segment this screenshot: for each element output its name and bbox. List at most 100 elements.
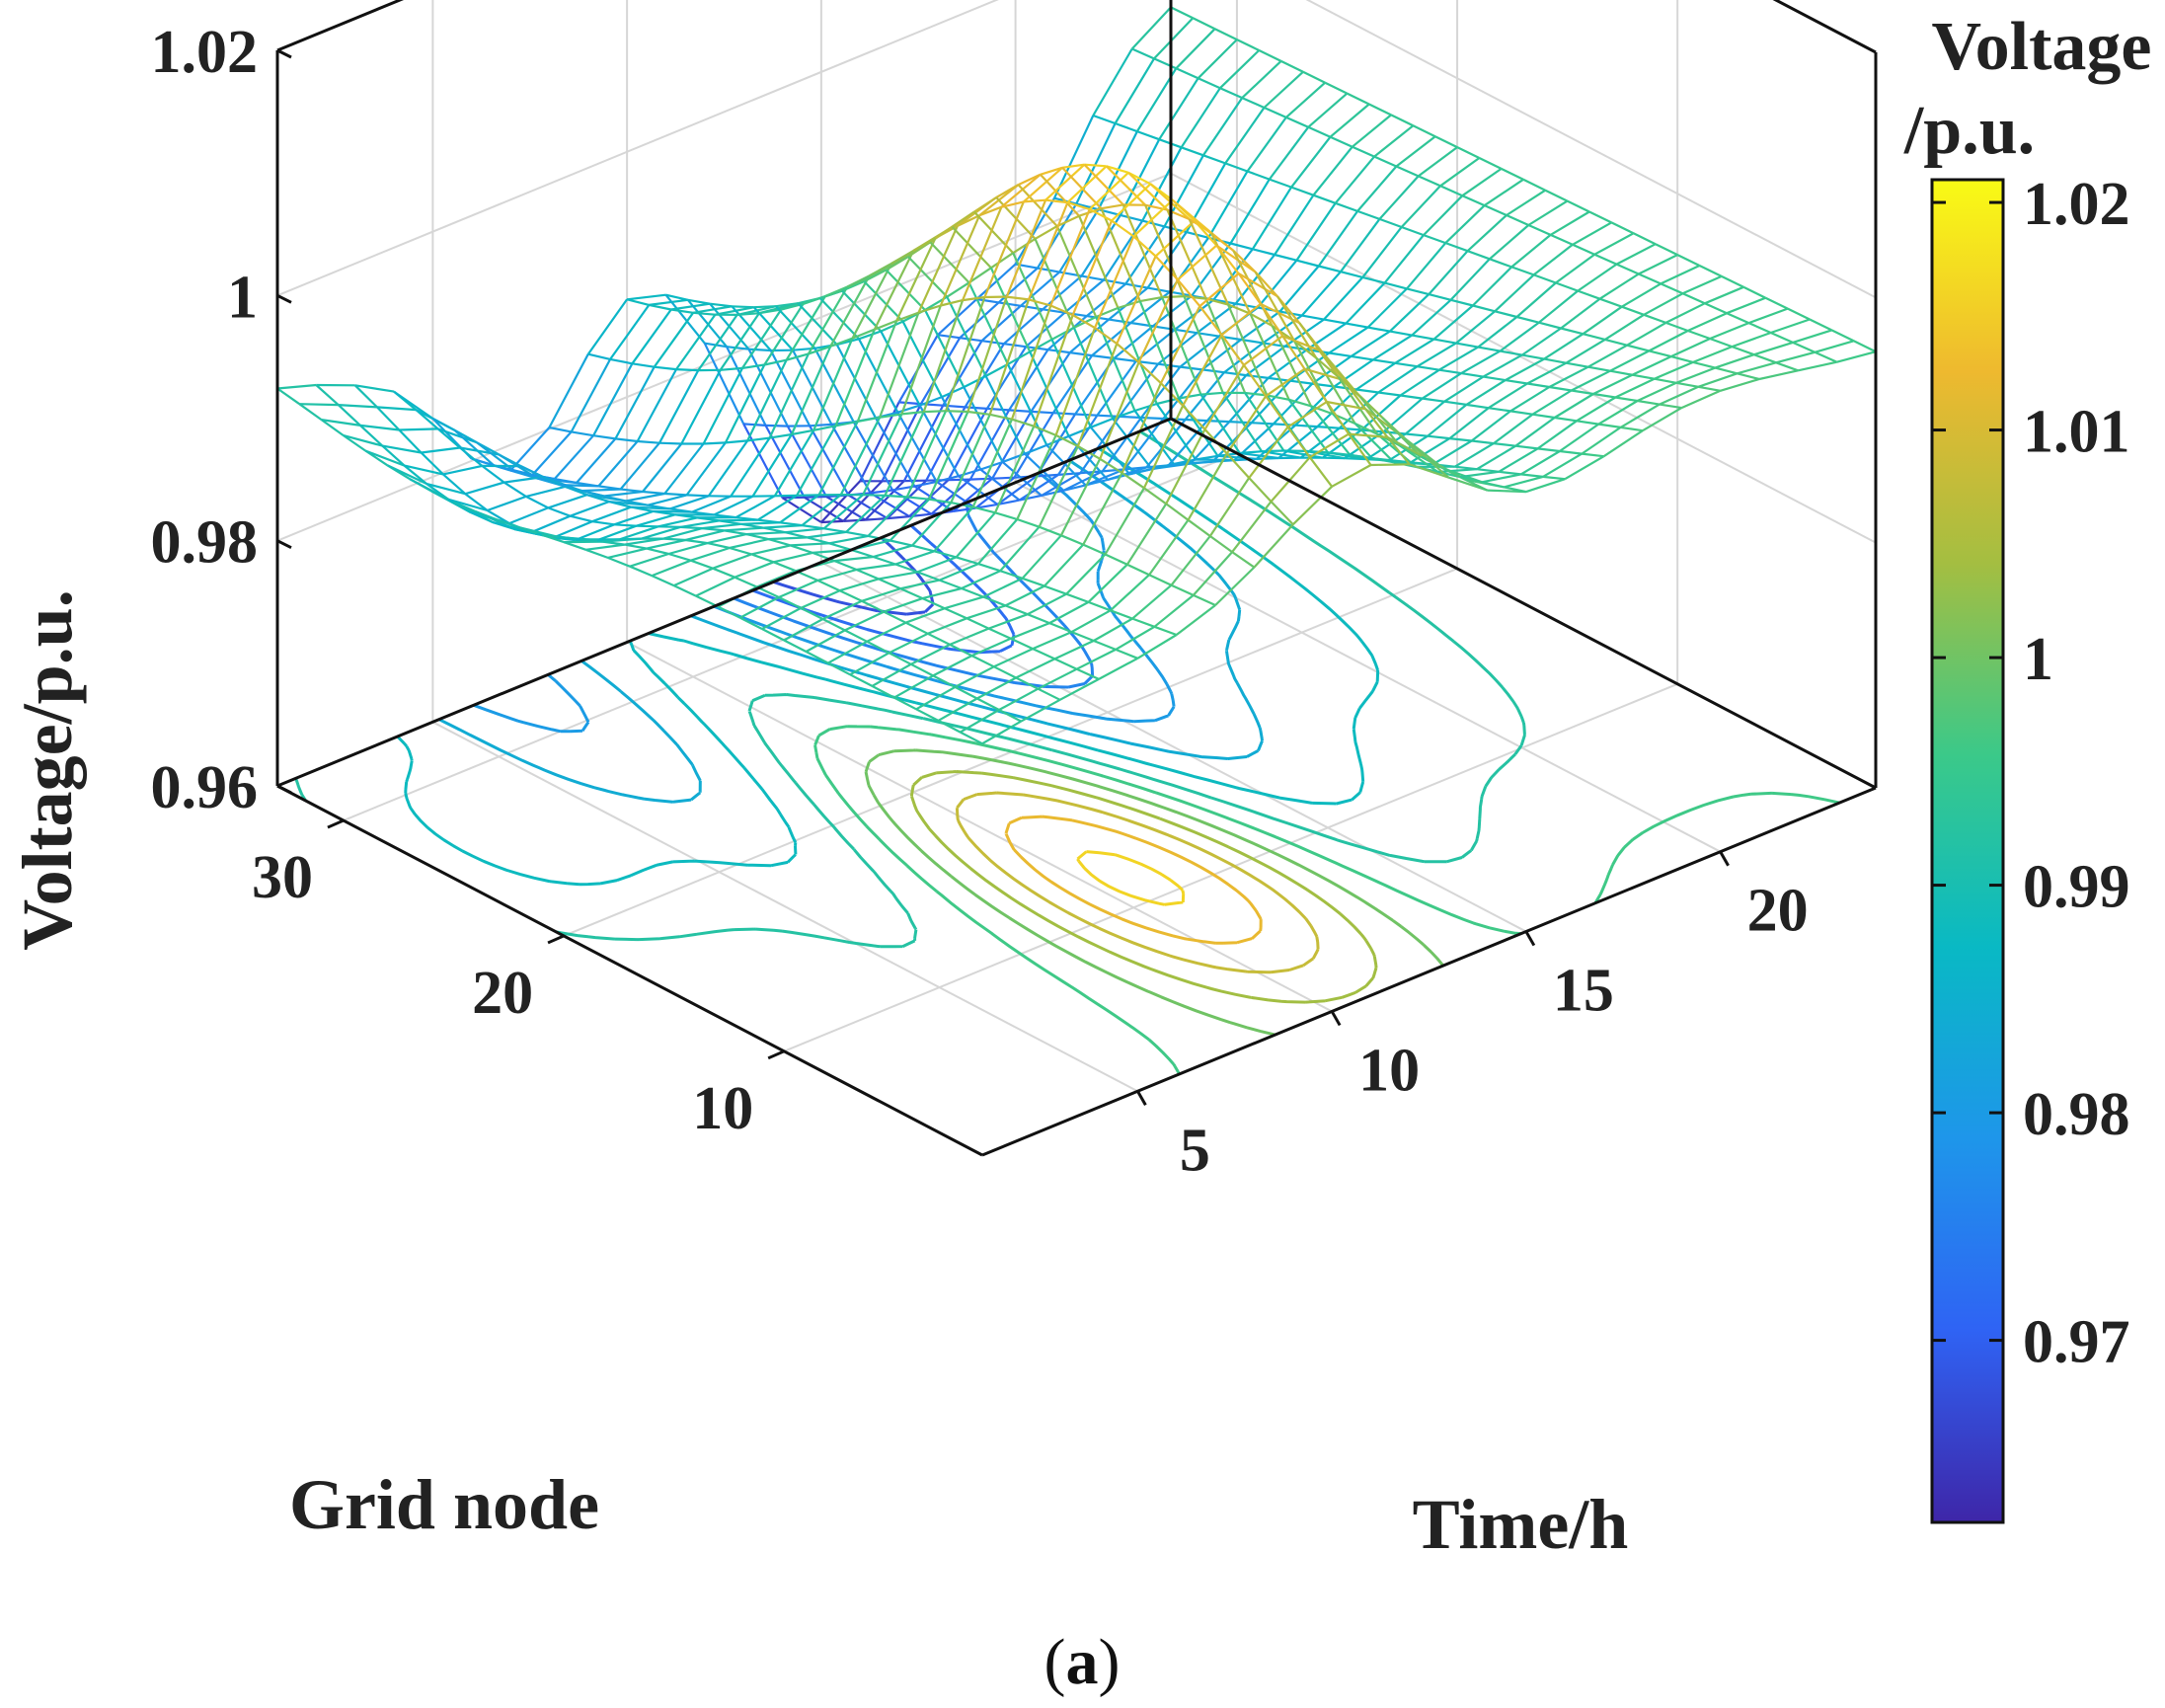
surface-mesh-segment	[1499, 321, 1540, 352]
surface-mesh-segment	[1383, 430, 1406, 435]
surface-mesh-segment	[1056, 214, 1080, 228]
surface-mesh-segment	[821, 618, 846, 632]
surface-mesh-segment	[1598, 272, 1640, 300]
surface-mesh-segment	[797, 494, 819, 497]
contour-line	[1076, 850, 1186, 906]
surface-mesh-segment	[875, 417, 916, 488]
surface-mesh-segment	[1582, 305, 1623, 336]
y-tick-mark	[547, 934, 565, 945]
surface-mesh-segment	[1081, 274, 1105, 281]
surface-mesh-segment	[899, 579, 940, 590]
y-tick-label: 30	[252, 844, 313, 911]
surface-mesh-segment	[775, 305, 816, 349]
surface-mesh-segment	[1660, 282, 1683, 295]
surface-mesh-segment	[321, 419, 361, 427]
surface-mesh-segment	[1290, 186, 1314, 196]
figure-caption: (a)	[1044, 1626, 1121, 1698]
surface-mesh-segment	[1381, 417, 1423, 458]
surface-mesh-segment	[1449, 437, 1472, 442]
surface-mesh-segment	[1055, 433, 1079, 447]
surface-mesh-segment	[709, 302, 733, 308]
surface-mesh-segment	[959, 301, 1000, 340]
surface-mesh-segment	[746, 359, 788, 441]
surface-mesh-segment	[673, 567, 714, 587]
surface-mesh-segment	[813, 348, 855, 423]
surface-mesh-segment	[863, 280, 904, 323]
surface-mesh-segment	[982, 595, 1006, 607]
surface-mesh-segment	[1304, 367, 1345, 382]
surface-mesh-segment	[1352, 114, 1392, 148]
surface-mesh-segment	[1665, 321, 1689, 333]
surface-mesh-segment	[1254, 271, 1278, 297]
surface-mesh-segment	[1119, 415, 1142, 420]
axes-box	[275, 0, 1878, 1157]
surface-mesh-segment	[1588, 210, 1612, 224]
surface-mesh-segment	[1538, 321, 1562, 330]
surface-mesh-segment	[1178, 393, 1201, 400]
surface-mesh-segment	[1472, 304, 1496, 313]
surface-mesh-segment	[937, 334, 961, 340]
surface-mesh-segment	[967, 267, 992, 284]
surface-mesh-segment	[707, 542, 731, 550]
surface-mesh-segment	[883, 597, 923, 613]
surface-mesh-segment	[1346, 322, 1368, 329]
surface-mesh-segment	[984, 375, 1026, 455]
surface-mesh-segment	[442, 473, 467, 496]
surface-mesh-segment	[1198, 305, 1223, 336]
z-tick-mark	[276, 784, 292, 795]
surface-mesh-segment	[1504, 486, 1527, 494]
surface-mesh-segment	[609, 304, 651, 360]
surface-mesh-segment	[1251, 187, 1293, 250]
surface-mesh-segment	[785, 531, 808, 539]
surface-mesh-segment	[1082, 472, 1123, 546]
surface-mesh-segment	[1072, 327, 1115, 420]
surface-mesh-segment	[753, 305, 777, 309]
surface-mesh-segment	[1080, 470, 1103, 475]
surface-mesh-segment	[842, 480, 884, 522]
surface-mesh-segment	[1643, 292, 1684, 316]
surface-mesh-segment	[1599, 297, 1623, 308]
surface-mesh-segment	[871, 684, 895, 699]
surface-mesh-segment	[712, 553, 752, 570]
surface-mesh-segment	[575, 523, 615, 542]
surface-mesh-segment	[547, 494, 587, 509]
surface-mesh-segment	[629, 565, 653, 578]
surface-mesh-segment	[807, 530, 847, 539]
surface-mesh-segment	[1166, 209, 1207, 300]
surface-mesh-segment	[812, 425, 836, 431]
surface-mesh-segment	[1610, 221, 1635, 235]
surface-mesh-segment	[751, 544, 791, 556]
surface-mesh-segment	[1258, 49, 1282, 62]
surface-mesh-segment	[1226, 304, 1269, 396]
surface-mesh-segment	[1187, 518, 1211, 537]
surface-mesh-segment	[1356, 209, 1380, 220]
surface-mesh-segment	[1422, 372, 1462, 400]
surface-mesh-segment	[1347, 92, 1370, 106]
surface-mesh-segment	[810, 423, 832, 427]
surface-mesh-segment	[1334, 155, 1375, 204]
surface-mesh-segment	[1253, 523, 1294, 569]
axes-box-edge	[981, 786, 1877, 1157]
surface-mesh-segment	[1048, 622, 1072, 634]
surface-mesh-segment	[1471, 410, 1511, 442]
surface-mesh-segment	[1049, 208, 1091, 306]
surface-mesh-segment	[1001, 200, 1025, 208]
surface-mesh-segment	[563, 541, 586, 551]
surface-mesh-segment	[1009, 409, 1032, 413]
surface-mesh-segment	[1443, 375, 1484, 403]
surface-mesh-segment	[1087, 564, 1128, 603]
contour-line	[813, 725, 1840, 1075]
surface-mesh-segment	[730, 436, 771, 498]
surface-mesh-segment	[1138, 300, 1181, 399]
surface-mesh-segment	[1675, 381, 1699, 388]
surface-mesh-segment	[1853, 340, 1877, 353]
surface-mesh-segment	[1604, 313, 1645, 341]
surface-mesh-segment	[642, 490, 665, 496]
surface-mesh-segment	[1287, 399, 1329, 454]
surface-mesh-segment	[922, 586, 963, 600]
surface-mesh-segment	[1131, 583, 1173, 620]
surface-mesh-segment	[786, 352, 810, 361]
surface-mesh-segment	[946, 296, 987, 377]
surface-mesh-segment	[1117, 307, 1158, 405]
surface-mesh-segment	[1248, 426, 1289, 479]
